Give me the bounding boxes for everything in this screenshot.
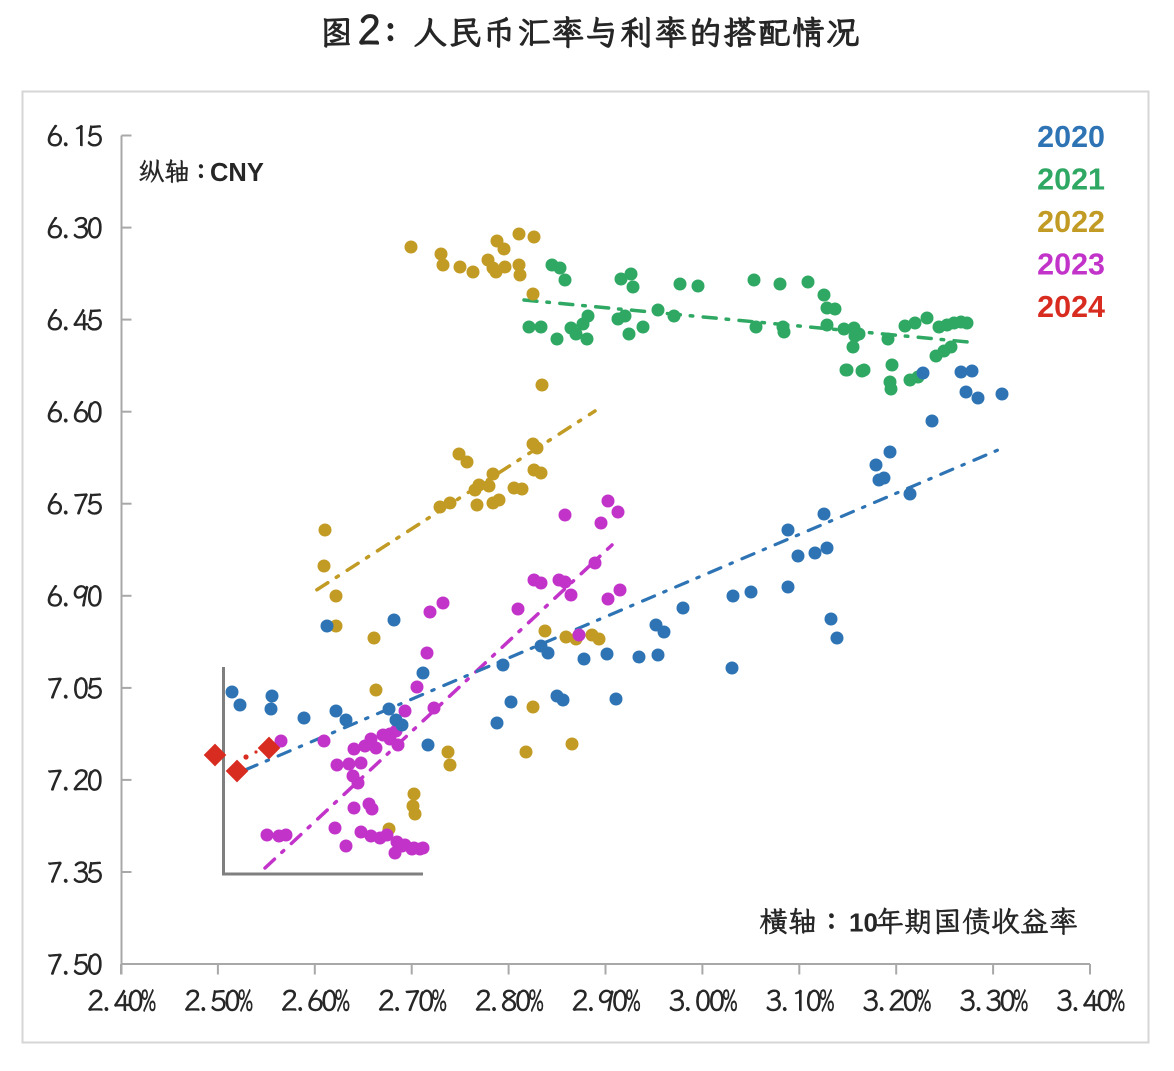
svg-text:CNY: CNY <box>210 159 264 187</box>
svg-text:2023: 2023 <box>1037 248 1105 282</box>
svg-text:2020: 2020 <box>1037 120 1105 154</box>
svg-text:2021: 2021 <box>1037 163 1105 197</box>
svg-text:2022: 2022 <box>1037 205 1105 239</box>
svg-text:10: 10 <box>849 908 878 938</box>
svg-text:2024: 2024 <box>1037 290 1105 324</box>
